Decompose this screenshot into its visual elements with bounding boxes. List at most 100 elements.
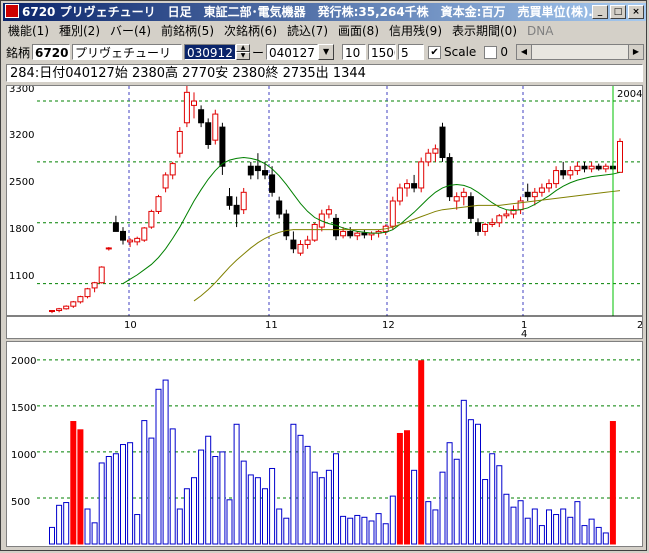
volume-bar: [304, 445, 311, 545]
volume-bar: [198, 449, 205, 545]
price-chart-panel[interactable]: 2004/ 3300 3200 2500 1800 1100 10 11 12 …: [6, 85, 643, 339]
volume-bar: [169, 428, 176, 545]
zero-checkbox[interactable]: [484, 45, 498, 59]
from-date-input[interactable]: 030912: [184, 44, 237, 60]
menu-bar[interactable]: バー(4): [110, 24, 151, 38]
candle: [361, 232, 368, 236]
candle: [510, 209, 517, 215]
candle: [503, 213, 510, 217]
volume-bar: [297, 434, 304, 545]
volume-bar: [233, 423, 240, 545]
volume-bar: [432, 509, 439, 545]
menu-type[interactable]: 種別(2): [59, 24, 100, 38]
spin-down-icon[interactable]: ▼: [236, 52, 251, 60]
volume-bar: [354, 514, 361, 545]
volume-chart[interactable]: 2000 1500 1000 500: [7, 342, 642, 546]
candle: [262, 170, 268, 176]
title-bar[interactable]: 6720 プリヴェチューリ 日足 東証二部･電気機器 発行株:35,264千株 …: [3, 3, 646, 21]
menu-period[interactable]: 表示期間(0): [452, 24, 517, 38]
volume-bar: [368, 520, 375, 545]
candle: [112, 222, 119, 232]
candle: [176, 130, 183, 154]
candle: [411, 183, 418, 189]
x-tick-label: 11: [265, 320, 278, 331]
minimize-button[interactable]: _: [592, 5, 608, 19]
candle: [404, 183, 410, 189]
volume-chart-panel[interactable]: 2000 1500 1000 500: [6, 341, 643, 547]
scroll-right-icon[interactable]: ▶: [627, 45, 643, 59]
candle: [531, 191, 538, 198]
candle: [198, 109, 205, 124]
window-title: 6720 プリヴェチューリ 日足 東証二部･電気機器 発行株:35,264千株 …: [22, 5, 601, 19]
menu-function[interactable]: 機能(1): [8, 24, 49, 38]
price-chart[interactable]: 2004/ 3300 3200 2500 1800 1100 10 11 12 …: [7, 86, 642, 338]
candle: [347, 230, 354, 237]
candle: [333, 217, 339, 237]
candle: [311, 223, 318, 241]
chevron-down-icon[interactable]: ▼: [318, 44, 335, 60]
candle: [602, 165, 609, 170]
ma-long-input[interactable]: 1500: [368, 44, 397, 60]
menu-prev-stock[interactable]: 前銘柄(5): [161, 24, 214, 38]
menu-load[interactable]: 読込(7): [287, 24, 328, 38]
scale-checkbox[interactable]: ✔: [428, 45, 442, 59]
candle: [63, 305, 70, 310]
candle: [439, 126, 446, 159]
x-tick-label: 1: [521, 320, 527, 331]
scroll-left-icon[interactable]: ◀: [516, 45, 532, 59]
menu-bar: 機能(1) 種別(2) バー(4) 前銘柄(5) 次銘柄(6) 読込(7) 画面…: [3, 22, 558, 40]
volume-bar: [212, 456, 219, 545]
ma-long-line: [193, 190, 621, 302]
toolbar: 銘柄 6720 プリヴェチューリ 030912 ▲ ▼ ー 040127 ▼ 10…: [3, 41, 646, 63]
candle: [297, 243, 304, 254]
ohlc-info-bar: 284:日付040127始 2380高 2770安 2380終 2735出 13…: [6, 64, 643, 82]
period-scrollbar[interactable]: ◀ ▶: [515, 44, 644, 60]
candle: [588, 165, 595, 170]
volume-bar: [262, 488, 268, 545]
volume-bar: [588, 518, 595, 545]
volume-bar: [176, 508, 183, 545]
candle: [538, 187, 545, 193]
candle: [226, 196, 233, 206]
volume-bar: [105, 456, 112, 545]
stock-code-input[interactable]: 6720: [32, 44, 71, 60]
spin-up-icon[interactable]: ▲: [236, 44, 251, 52]
volume-bar: [553, 514, 560, 545]
candle: [460, 191, 467, 198]
ma-mid-input[interactable]: 5: [398, 44, 425, 60]
menu-next-stock[interactable]: 次銘柄(6): [224, 24, 277, 38]
volume-bar: [538, 525, 545, 545]
ma-short-input[interactable]: 10: [342, 44, 367, 60]
candle: [304, 239, 311, 245]
volume-bar: [56, 504, 63, 545]
candle: [134, 237, 141, 243]
menu-screen[interactable]: 画面(8): [338, 24, 379, 38]
volume-bar: [162, 379, 169, 545]
volume-bar: [574, 501, 581, 545]
volume-bar: [482, 479, 489, 545]
candle: [496, 215, 503, 224]
candle: [475, 222, 481, 232]
candle: [290, 239, 297, 250]
candle: [98, 266, 105, 284]
volume-bar: [411, 469, 418, 545]
volume-bar: [333, 453, 339, 545]
candle: [155, 196, 162, 212]
menu-dna[interactable]: DNA: [527, 24, 554, 38]
volume-bar: [254, 477, 261, 545]
close-button[interactable]: ×: [628, 5, 644, 19]
to-date-input[interactable]: 040127: [266, 44, 319, 60]
from-date-spinner[interactable]: ▲ ▼: [236, 44, 251, 60]
x-tick-label: 12: [382, 320, 395, 331]
menu-margin[interactable]: 信用残(9): [389, 24, 442, 38]
candle: [212, 113, 219, 141]
maximize-button[interactable]: □: [610, 5, 626, 19]
candle: [567, 170, 574, 176]
candle: [560, 170, 567, 176]
candle: [325, 209, 332, 215]
volume-bar: [602, 532, 609, 545]
candle: [77, 296, 84, 303]
volume-bar: [361, 516, 368, 545]
candle: [56, 308, 63, 312]
